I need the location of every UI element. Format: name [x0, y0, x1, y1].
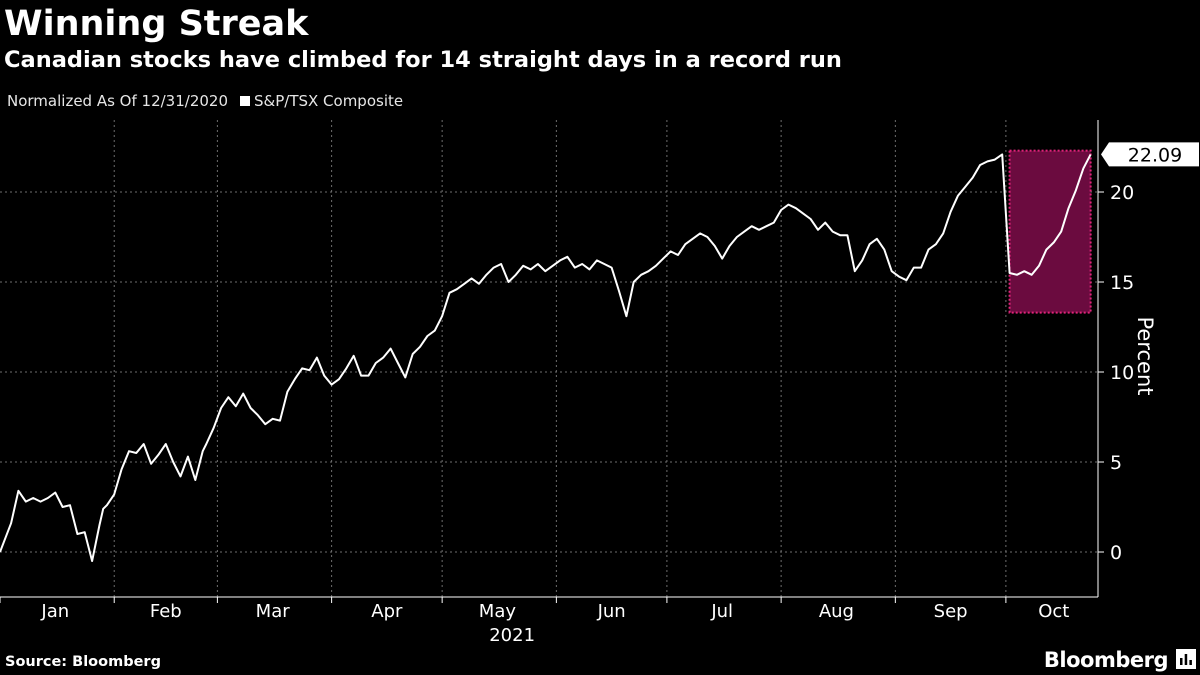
y-tick-label: 0 — [1110, 542, 1122, 564]
legend-swatch — [240, 96, 250, 106]
series-line-sp-tsx — [0, 153, 1092, 562]
x-tick-label: Feb — [150, 601, 182, 622]
legend: Normalized As Of 12/31/2020 S&P/TSX Comp… — [7, 91, 403, 111]
y-tick-label: 10 — [1110, 362, 1134, 384]
highlight-layer — [1008, 149, 1092, 314]
record-run-highlight — [1008, 149, 1092, 314]
y-tick-label: 5 — [1110, 452, 1122, 474]
x-tick-label: Aug — [819, 601, 854, 622]
grid-layer — [0, 120, 1098, 597]
chart-subtitle: Canadian stocks have climbed for 14 stra… — [4, 47, 842, 73]
axis-layer — [0, 120, 1104, 603]
legend-series-name: S&P/TSX Composite — [254, 92, 404, 110]
chart-title: Winning Streak — [4, 4, 309, 44]
x-tick-label: Jun — [597, 601, 626, 622]
x-tick-label: Jul — [710, 601, 733, 622]
x-tick-label: Sep — [934, 601, 968, 622]
last-value-callout — [1101, 142, 1199, 167]
source-note: Source: Bloomberg — [5, 654, 161, 670]
line-layer — [0, 153, 1092, 562]
y-axis-title: Percent — [1133, 316, 1157, 396]
x-tick-label: Jan — [40, 601, 69, 622]
y-tick-label: 20 — [1110, 182, 1134, 204]
chart-icon — [1176, 649, 1196, 669]
x-tick-label: Apr — [371, 601, 403, 622]
last-value-label: 22.09 — [1128, 144, 1182, 166]
x-tick-label: Oct — [1038, 601, 1069, 622]
x-tick-label: Mar — [256, 601, 291, 622]
normalization-note: Normalized As Of 12/31/2020 — [7, 92, 228, 110]
label-layer: 0 5 10 15 20 Jan Feb Mar Apr May Jun Jul Aug Sep Oct 20… — [40, 142, 1199, 646]
x-tick-label: May — [479, 601, 517, 622]
brand-logo: Bloomberg — [1043, 648, 1169, 672]
x-axis-title: 2021 — [489, 625, 535, 646]
y-tick-label: 15 — [1110, 272, 1134, 294]
